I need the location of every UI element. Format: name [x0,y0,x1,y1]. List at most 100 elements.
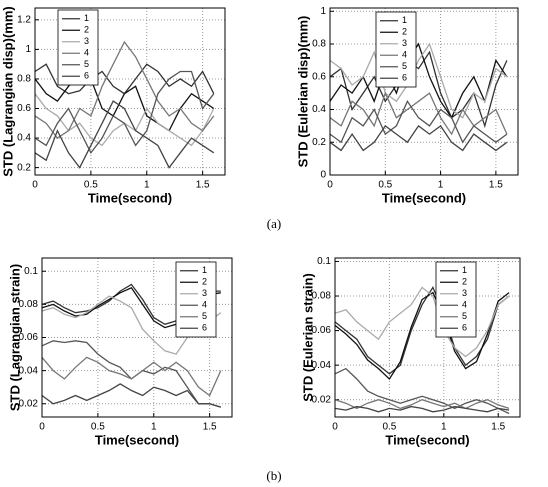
x-tick-label: 1.5 [489,180,503,191]
y-tick-label: 0.6 [312,71,326,82]
axes-frame [334,257,521,418]
y-tick-label: 0.4 [312,104,326,115]
y-tick-label: 0.4 [17,133,31,144]
legend-label: 3 [462,288,467,298]
y-tick-label: 0.08 [19,299,39,310]
x-axis-label: Time(second) [385,432,469,447]
caption: (a) [267,216,281,231]
x-tick-label: 1 [151,422,157,433]
data-line [34,70,215,155]
x-tick-label: 1 [441,422,447,433]
x-tick-label: 0 [332,422,338,433]
axes-frame [34,7,226,176]
legend-box [175,261,217,338]
legend-label: 5 [84,59,89,69]
x-tick-label: 1.5 [203,422,217,433]
y-tick-label: 0.04 [312,360,332,371]
data-line [334,399,510,410]
y-tick-label: 0 [320,170,326,181]
legend-label: 5 [402,61,407,71]
y-tick-label: 0.6 [17,103,31,114]
legend-label: 1 [202,265,207,275]
axes-frame [41,257,233,418]
legend-label: 1 [402,15,407,25]
data-line [34,100,215,169]
y-tick-label: 0.02 [312,394,332,405]
legend-label: 2 [402,27,407,37]
y-tick-label: 0.02 [19,398,39,409]
y-axis-label: STD (Eulerian strain) [300,273,315,402]
legend-label: 5 [462,311,467,321]
caption: (b) [266,468,281,483]
x-tick-label: 0.5 [382,422,396,433]
legend-label: 2 [462,277,467,287]
legend-label: 4 [202,300,207,310]
x-tick-label: 0.5 [91,422,105,433]
x-tick-label: 0.5 [378,180,392,191]
legend-box [435,261,477,338]
legend-box [375,11,417,88]
x-axis-label: Time(second) [88,190,172,205]
y-axis-label: STD (Eulerian disp)(mm) [295,16,310,168]
y-tick-label: 1.2 [17,14,31,25]
data-line [34,40,215,139]
legend-label: 6 [462,323,467,333]
data-line [334,286,510,358]
y-tick-label: 0.04 [19,365,39,376]
legend-label: 6 [84,71,89,81]
y-tick-label: 0.8 [312,39,326,50]
y-tick-label: 1 [25,44,31,55]
legend-label: 6 [402,73,407,83]
axes-frame [329,7,519,176]
legend-label: 2 [202,277,207,287]
plot-area [335,258,520,417]
data-line [329,99,508,144]
y-axis-label: STD (Lagrangian strain) [7,264,22,411]
legend-label: 3 [402,38,407,48]
legend-label: 4 [462,300,467,310]
legend-label: 4 [402,50,407,60]
y-tick-label: 0.2 [312,137,326,148]
legend-label: 2 [84,25,89,35]
x-axis-label: Time(second) [95,432,179,447]
legend-label: 3 [202,288,207,298]
legend-label: 5 [202,311,207,321]
legend-label: 6 [202,323,207,333]
x-tick-label: 0 [32,180,38,191]
plot-area [330,8,518,175]
y-tick-label: 1 [320,6,326,17]
x-tick-label: 1.5 [491,422,505,433]
legend-box [57,9,99,86]
y-tick-label: 0.8 [17,74,31,85]
y-tick-label: 0.08 [312,291,332,302]
x-tick-label: 1 [144,180,150,191]
x-tick-label: 0.5 [84,180,98,191]
data-line [329,50,508,129]
data-line [329,124,508,152]
data-line [329,42,508,119]
x-axis-label: Time(second) [382,190,466,205]
y-axis-label: STD (Lagrangian disp)(mm) [0,6,15,176]
data-line [41,383,221,408]
data-line [334,405,510,413]
x-tick-label: 0 [39,422,45,433]
legend-label: 3 [84,36,89,46]
data-line [41,356,222,397]
x-tick-label: 0 [327,180,333,191]
legend-label: 1 [84,13,89,23]
data-line [329,42,508,120]
x-tick-label: 1.5 [196,180,210,191]
y-tick-label: 0.2 [17,162,31,173]
y-tick-label: 0.1 [24,266,38,277]
data-line [334,367,510,415]
data-line [34,70,215,132]
data-line [329,91,508,136]
y-tick-label: 0.06 [312,325,332,336]
legend-label: 4 [84,48,89,58]
x-tick-label: 1 [438,180,444,191]
y-tick-label: 0.1 [317,256,331,267]
y-tick-label: 0.06 [19,332,39,343]
legend-label: 1 [462,265,467,275]
data-line [334,291,510,381]
